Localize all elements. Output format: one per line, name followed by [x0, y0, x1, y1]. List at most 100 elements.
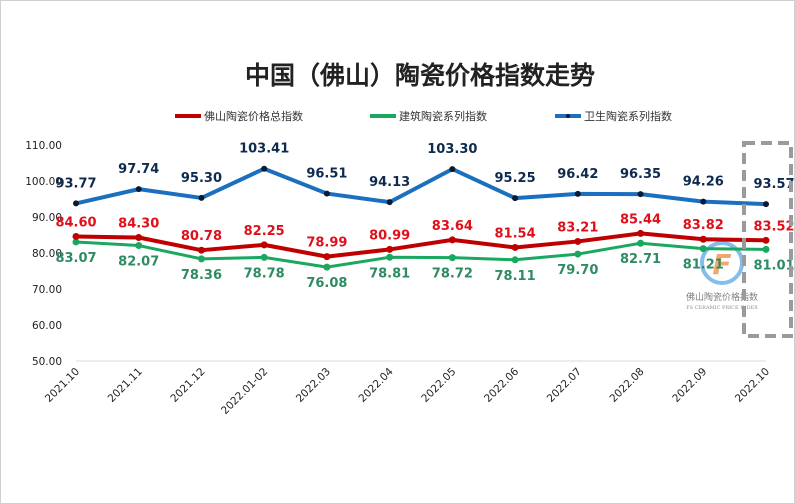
data-point: [135, 186, 142, 193]
data-point: [72, 232, 80, 240]
data-label: 82.71: [620, 252, 661, 267]
data-point: [197, 255, 205, 263]
data-point: [574, 250, 582, 258]
data-label: 78.78: [244, 266, 285, 281]
data-point: [260, 241, 268, 249]
data-label: 82.25: [244, 224, 285, 239]
legend-marker: [566, 114, 570, 118]
data-label: 76.08: [306, 276, 347, 291]
data-point: [135, 234, 143, 242]
legend: 佛山陶瓷价格总指数 建筑陶瓷系列指数 卫生陶瓷系列指数: [175, 109, 672, 123]
data-point: [261, 165, 268, 172]
data-point: [323, 263, 331, 271]
data-point: [73, 200, 79, 207]
data-point: [762, 245, 770, 253]
series-2: 93.77 97.74 95.30 103.41 96.51 94.13 103.30 95.…: [55, 142, 795, 208]
legend-marker: [381, 114, 385, 118]
data-label: 78.81: [369, 266, 410, 281]
y-tick-label: 90.00: [32, 212, 62, 224]
data-label: 82.07: [118, 255, 159, 270]
data-point: [699, 245, 707, 253]
series-0: 84.60 84.30 80.78 82.25 78.99 80.99 83.64 81.54…: [55, 212, 795, 261]
data-label: 83.82: [683, 218, 724, 233]
data-label: 81.54: [495, 226, 536, 241]
data-label: 79.70: [557, 263, 598, 278]
data-label: 96.35: [620, 167, 661, 182]
data-label: 93.57: [753, 177, 794, 192]
data-point: [448, 254, 456, 262]
data-label: 78.72: [432, 267, 473, 282]
data-label: 103.41: [239, 142, 289, 157]
data-point: [637, 239, 645, 247]
data-point: [197, 246, 205, 254]
data-label: 96.42: [557, 167, 598, 182]
legend-label: 佛山陶瓷价格总指数: [204, 109, 303, 123]
y-tick-label: 70.00: [32, 284, 62, 296]
data-point: [511, 243, 519, 251]
data-point: [762, 236, 770, 244]
data-point: [323, 253, 331, 261]
data-label: 96.51: [306, 167, 347, 182]
chart-title: 中国（佛山）陶瓷价格指数走势: [245, 61, 595, 90]
data-point: [574, 237, 582, 245]
data-point: [198, 194, 205, 201]
data-label: 81.21: [683, 258, 724, 273]
data-label: 81.01: [753, 258, 794, 273]
series-1: 83.07 82.07 78.36 78.78 76.08 78.81 78.72 78.11…: [55, 238, 795, 291]
data-label: 84.60: [55, 215, 96, 230]
data-label: 83.64: [432, 219, 473, 234]
data-label: 78.36: [181, 268, 222, 283]
series-line: [75, 166, 767, 207]
legend-marker: [186, 114, 190, 118]
watermark-cn: 佛山陶瓷价格指数: [686, 291, 758, 303]
watermark-logo: F 佛山陶瓷价格指数 FS CERAMIC PRICE INDEX: [686, 241, 758, 311]
data-point: [700, 198, 707, 205]
series-line: [75, 231, 767, 259]
highlight-dashed-box: [742, 141, 793, 338]
data-point: [512, 195, 519, 202]
watermark-en: FS CERAMIC PRICE INDEX: [686, 305, 758, 311]
data-point: [323, 190, 330, 197]
data-label: 84.30: [118, 217, 159, 232]
legend-label: 卫生陶瓷系列指数: [584, 109, 672, 123]
data-label: 78.11: [495, 269, 536, 284]
data-label: 80.99: [369, 228, 410, 243]
data-label: 103.30: [427, 142, 477, 157]
data-point: [449, 166, 456, 173]
data-label: 83.52: [753, 219, 794, 234]
data-point: [574, 190, 581, 197]
legend-label: 建筑陶瓷系列指数: [399, 109, 487, 123]
logo-letter-icon: F: [712, 248, 731, 281]
data-point: [72, 238, 80, 246]
data-point: [260, 253, 268, 261]
data-point: [386, 245, 394, 253]
data-point: [637, 191, 644, 198]
data-label: 95.30: [181, 171, 222, 186]
data-point: [448, 236, 456, 244]
series-line: [75, 240, 767, 269]
data-point: [135, 242, 143, 250]
data-point: [763, 201, 769, 208]
data-label: 94.13: [369, 175, 410, 190]
y-tick-label: 100.00: [25, 176, 62, 188]
y-tick-label: 110.00: [25, 140, 62, 152]
data-label: 97.74: [118, 162, 159, 177]
data-label: 93.77: [55, 176, 96, 191]
data-label: 78.99: [306, 236, 347, 251]
data-label: 83.21: [557, 220, 598, 235]
y-tick-label: 80.00: [32, 248, 62, 260]
y-tick-label: 50.00: [32, 356, 62, 368]
y-tick-label: 60.00: [32, 320, 62, 332]
data-label: 95.25: [495, 171, 536, 186]
data-point: [699, 235, 707, 243]
data-label: 80.78: [181, 229, 222, 244]
series-group: 83.07 82.07 78.36 78.78 76.08 78.81 78.72 78.11…: [55, 142, 794, 291]
data-point: [386, 253, 394, 261]
data-point: [386, 199, 393, 206]
data-label: 94.26: [683, 175, 724, 190]
data-label: 85.44: [620, 212, 661, 227]
data-point: [511, 256, 519, 264]
y-axis: 50.00 60.00 70.00 80.00 90.00 100.00 110.00: [25, 140, 62, 368]
